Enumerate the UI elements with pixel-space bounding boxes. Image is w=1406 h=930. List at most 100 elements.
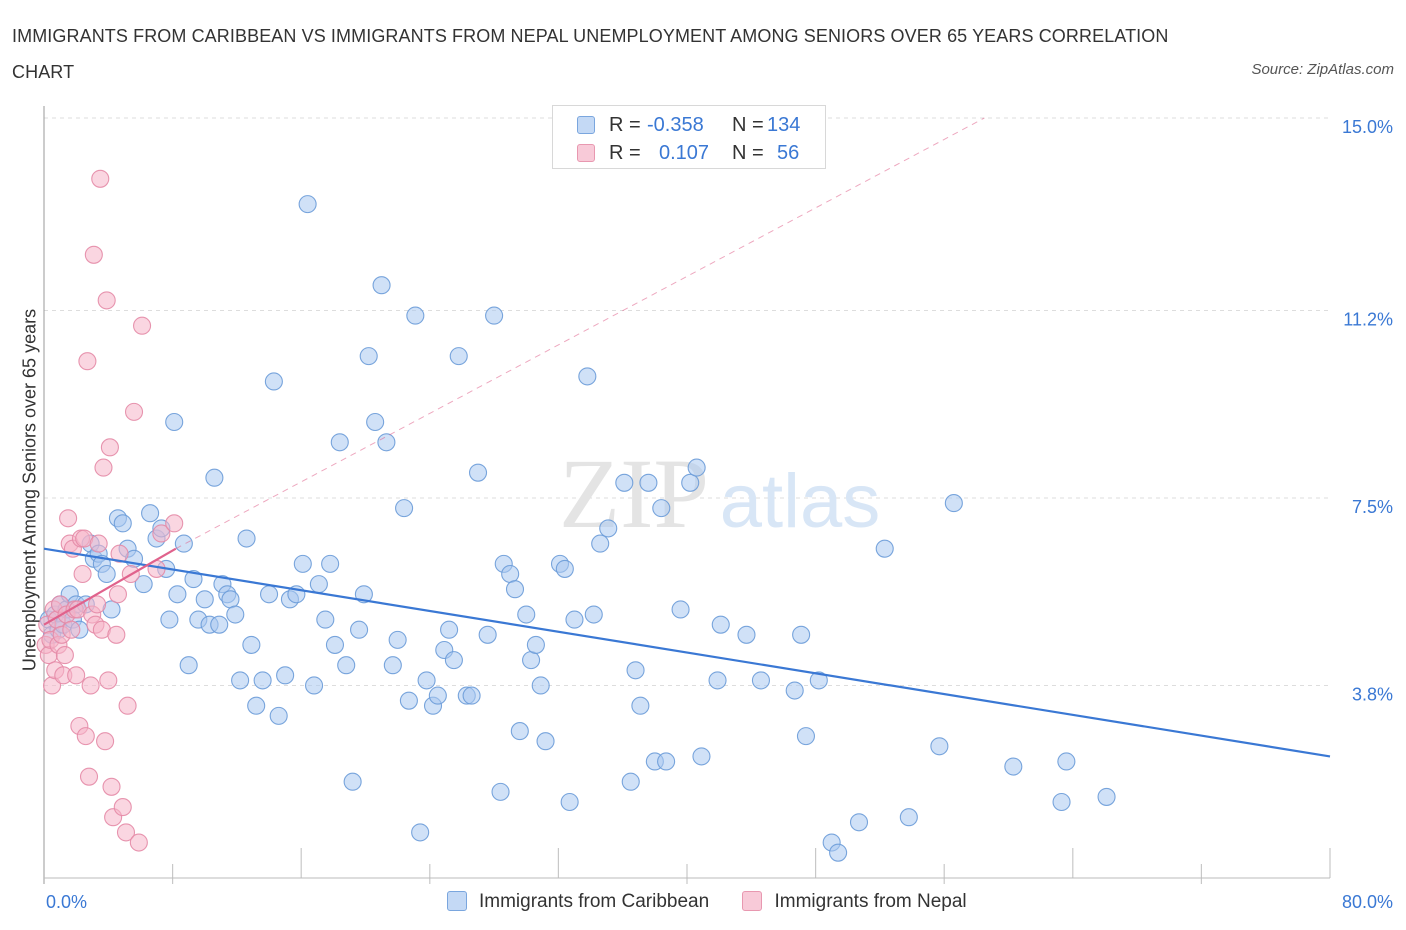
caribbean-point — [751, 671, 770, 690]
caribbean-point — [195, 590, 214, 609]
nepal-point — [76, 727, 95, 746]
nepal-point — [87, 595, 107, 614]
chart-title: IMMIGRANTS FROM CARIBBEAN VS IMMIGRANTS … — [12, 26, 1169, 82]
caribbean-point — [417, 671, 436, 690]
caribbean-point — [242, 635, 261, 654]
nepal-point — [165, 514, 184, 533]
caribbean-point — [505, 580, 525, 599]
nepal-point — [67, 666, 86, 685]
legend-label-nepal: Immigrants from Nepal — [774, 891, 967, 912]
y-tick-label: 15.0% — [1342, 117, 1393, 137]
caribbean-point — [165, 412, 184, 432]
caribbean-point — [237, 529, 256, 548]
caribbean-point — [226, 605, 245, 624]
caribbean-point — [737, 625, 756, 644]
caribbean-point — [440, 620, 459, 639]
caribbean-point — [184, 570, 203, 589]
caribbean-point — [264, 372, 283, 391]
caribbean-point — [631, 696, 650, 715]
caribbean-point — [113, 514, 132, 533]
caribbean-point — [692, 747, 711, 766]
caribbean-point — [366, 412, 385, 432]
legend-label-caribbean: Immigrants from Caribbean — [479, 891, 710, 912]
caribbean-point — [671, 600, 690, 619]
nepal-point — [129, 833, 148, 852]
caribbean-point — [160, 610, 179, 629]
caribbean-point — [1097, 787, 1116, 806]
caribbean-point — [560, 792, 579, 812]
nepal-trend-extension — [175, 117, 985, 550]
caribbean-point — [526, 635, 545, 654]
caribbean-point — [449, 347, 468, 366]
caribbean-point — [210, 615, 229, 634]
nepal-point — [152, 524, 171, 543]
caribbean-point — [372, 276, 391, 295]
nepal-point — [89, 534, 108, 553]
caribbean-point — [621, 772, 640, 791]
caribbean-point — [1004, 757, 1023, 776]
caribbean-point — [231, 671, 250, 690]
caribbean-point — [205, 468, 224, 487]
nepal-point — [107, 625, 126, 644]
caribbean-point — [531, 676, 550, 695]
legend-r-label: R = — [609, 142, 641, 164]
caribbean-point — [259, 585, 279, 604]
caribbean-point — [377, 433, 396, 452]
caribbean-point — [1057, 752, 1076, 771]
points-layer — [36, 169, 1116, 862]
caribbean-point — [491, 782, 510, 801]
caribbean-point — [849, 813, 869, 832]
nepal-point — [84, 245, 103, 264]
legend-swatch-caribbean — [447, 891, 467, 911]
series-legend: Immigrants from Caribbean Immigrants fro… — [447, 889, 995, 915]
legend-item-caribbean[interactable]: Immigrants from Caribbean — [447, 889, 709, 915]
caribbean-point — [316, 610, 335, 629]
caribbean-trend-line — [43, 547, 1331, 758]
x-tick-label-max: 80.0% — [1342, 892, 1393, 912]
caribbean-point — [615, 473, 634, 492]
caribbean-point — [168, 585, 187, 604]
legend-r-value: 0.107 — [659, 142, 710, 164]
caribbean-point — [555, 559, 574, 578]
caribbean-point — [944, 494, 963, 513]
legend-item-nepal[interactable]: Immigrants from Nepal — [742, 889, 967, 915]
caribbean-point — [179, 656, 198, 675]
caribbean-point — [829, 843, 848, 862]
nepal-point — [100, 438, 119, 457]
nepal-point — [110, 544, 129, 563]
caribbean-point — [428, 686, 447, 705]
caribbean-point — [462, 686, 481, 705]
caribbean-point — [305, 676, 324, 695]
source-label: Source: ZipAtlas.com — [1251, 61, 1394, 78]
caribbean-point — [269, 706, 288, 725]
caribbean-point — [792, 625, 811, 644]
nepal-point — [94, 458, 113, 477]
legend-r-label: R = — [609, 114, 641, 136]
caribbean-point — [293, 554, 312, 573]
caribbean-point — [657, 752, 676, 771]
caribbean-point — [174, 534, 193, 553]
caribbean-point — [591, 534, 610, 553]
nepal-point — [91, 169, 110, 188]
nepal-point — [79, 767, 99, 786]
caribbean-point — [899, 808, 918, 827]
caribbean-point — [517, 605, 536, 624]
legend-swatch-nepal — [742, 891, 763, 911]
nepal-point — [113, 798, 132, 817]
caribbean-point — [444, 651, 463, 670]
caribbean-point — [298, 195, 317, 214]
caribbean-point — [578, 367, 597, 386]
legend-n-label: N = — [732, 142, 764, 164]
nepal-point — [73, 564, 92, 584]
caribbean-point — [930, 737, 949, 756]
caribbean-point — [406, 306, 425, 325]
caribbean-point — [584, 605, 603, 624]
caribbean-point — [321, 554, 340, 573]
nepal-point — [99, 671, 118, 690]
caribbean-point — [325, 635, 345, 654]
caribbean-point — [485, 306, 504, 325]
caribbean-point — [330, 433, 349, 452]
caribbean-point — [141, 504, 160, 523]
legend-swatch-nepal — [577, 144, 595, 162]
